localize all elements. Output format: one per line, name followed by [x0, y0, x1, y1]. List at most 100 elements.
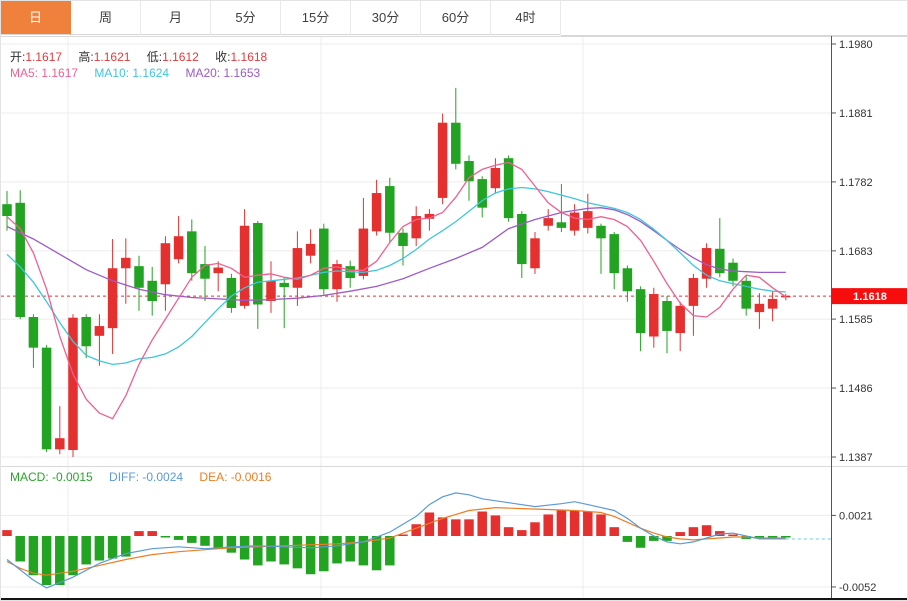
candle-body	[253, 222, 263, 305]
macd-hist-bar	[437, 517, 448, 536]
macd-hist-bar	[781, 536, 791, 538]
candle-body	[754, 303, 765, 313]
macd-hist-bar	[173, 536, 184, 540]
candle-body	[728, 262, 738, 281]
macd-hist-bar	[583, 511, 593, 536]
candle-body	[213, 267, 223, 274]
candle-body	[28, 317, 39, 348]
price-tick-label: 1.1980	[839, 39, 873, 51]
candle-body	[451, 122, 461, 164]
macd-hist-bar	[503, 527, 514, 536]
candle-body	[543, 218, 553, 226]
candle-body	[411, 216, 421, 239]
candle-body	[41, 347, 52, 450]
price-tick-label: 1.1387	[839, 452, 873, 464]
candle-body	[371, 193, 382, 232]
candle-body	[503, 158, 514, 219]
current-price-badge	[832, 288, 907, 305]
macd-hist-bar	[635, 536, 646, 548]
candle-body	[266, 280, 276, 301]
tab-60min[interactable]: 60分	[421, 1, 491, 35]
macd-hist-bar	[147, 531, 157, 536]
candle-body	[332, 264, 342, 290]
tab-day[interactable]: 日	[1, 1, 71, 35]
macd-hist-bar	[134, 531, 144, 536]
macd-hist-bar	[411, 524, 421, 536]
macd-hist-bar	[543, 514, 553, 536]
macd-hist-bar	[754, 536, 765, 538]
macd-hist-bar	[319, 536, 329, 572]
candle-body	[688, 278, 699, 306]
macd-hist-bar	[662, 536, 672, 541]
candle-body	[55, 438, 65, 450]
macd-hist-bar	[451, 519, 461, 536]
macd-tick-label: 0.0021	[839, 510, 873, 522]
macd-hist-bar	[675, 532, 685, 536]
candle-body	[490, 167, 501, 189]
candle-body	[437, 122, 448, 198]
macd-hist-bar	[358, 536, 369, 566]
tabbar-filler	[561, 1, 907, 36]
candle-body	[767, 298, 778, 309]
candle-body	[160, 243, 171, 285]
macd-hist-bar	[160, 536, 171, 538]
candle-body	[649, 294, 659, 337]
candle-body	[424, 213, 435, 219]
candle-body	[2, 204, 12, 217]
candle-body	[319, 228, 329, 290]
current-price-badge-label: 1.1618	[853, 291, 887, 303]
macd-hist-bar	[649, 536, 659, 541]
diff-line	[6, 492, 786, 589]
macd-hist-bar	[332, 536, 342, 564]
macd-hist-bar	[622, 536, 633, 542]
candle-body	[385, 186, 395, 233]
candle-body	[107, 268, 118, 329]
macd-hist-bar	[556, 510, 567, 536]
candle-body	[239, 225, 250, 306]
macd-hist-bar	[477, 511, 487, 536]
tab-week[interactable]: 周	[71, 1, 141, 35]
macd-hist-bar	[279, 536, 289, 565]
candle-body	[292, 248, 303, 288]
ma5-line	[6, 161, 787, 420]
candle-body	[556, 222, 567, 228]
tab-month[interactable]: 月	[141, 1, 211, 35]
macd-hist-bar	[490, 515, 501, 536]
candle-body	[596, 225, 606, 239]
candle-body	[662, 300, 672, 331]
tab-15min[interactable]: 15分	[281, 1, 351, 35]
candle-body	[134, 266, 144, 288]
tab-4hour[interactable]: 4时	[491, 1, 561, 35]
candle-body	[226, 278, 237, 308]
macd-hist-bar	[226, 536, 237, 553]
candle-body	[622, 268, 633, 292]
macd-hist-bar	[305, 536, 316, 575]
candle-body	[675, 305, 685, 334]
candle-body	[517, 213, 527, 265]
macd-hist-bar	[41, 536, 52, 585]
macd-hist-bar	[728, 534, 738, 536]
candle-body	[358, 228, 369, 276]
macd-hist-bar	[530, 522, 540, 536]
candle-body	[464, 161, 474, 182]
macd-hist-bar	[15, 536, 25, 562]
macd-tick-label: -0.0052	[839, 582, 876, 594]
macd-hist-bar	[345, 536, 355, 562]
tab-5min[interactable]: 5分	[211, 1, 281, 35]
candle-body	[477, 179, 487, 208]
period-tabbar: 日 周 月 5分 15分 30分 60分 4时	[1, 1, 907, 36]
macd-hist-bar	[464, 519, 474, 536]
candle-body	[94, 326, 105, 336]
macd-hist-bar	[266, 536, 276, 562]
candle-body	[741, 280, 751, 309]
macd-hist-bar	[767, 536, 778, 538]
price-tick-label: 1.1683	[839, 246, 873, 258]
macd-hist-bar	[424, 512, 435, 536]
macd-hist-bar	[107, 536, 118, 559]
macd-hist-bar	[28, 536, 39, 576]
ma10-line	[6, 186, 786, 366]
tab-30min[interactable]: 30分	[351, 1, 421, 35]
macd-hist-bar	[55, 536, 65, 585]
candle-body	[15, 202, 25, 318]
